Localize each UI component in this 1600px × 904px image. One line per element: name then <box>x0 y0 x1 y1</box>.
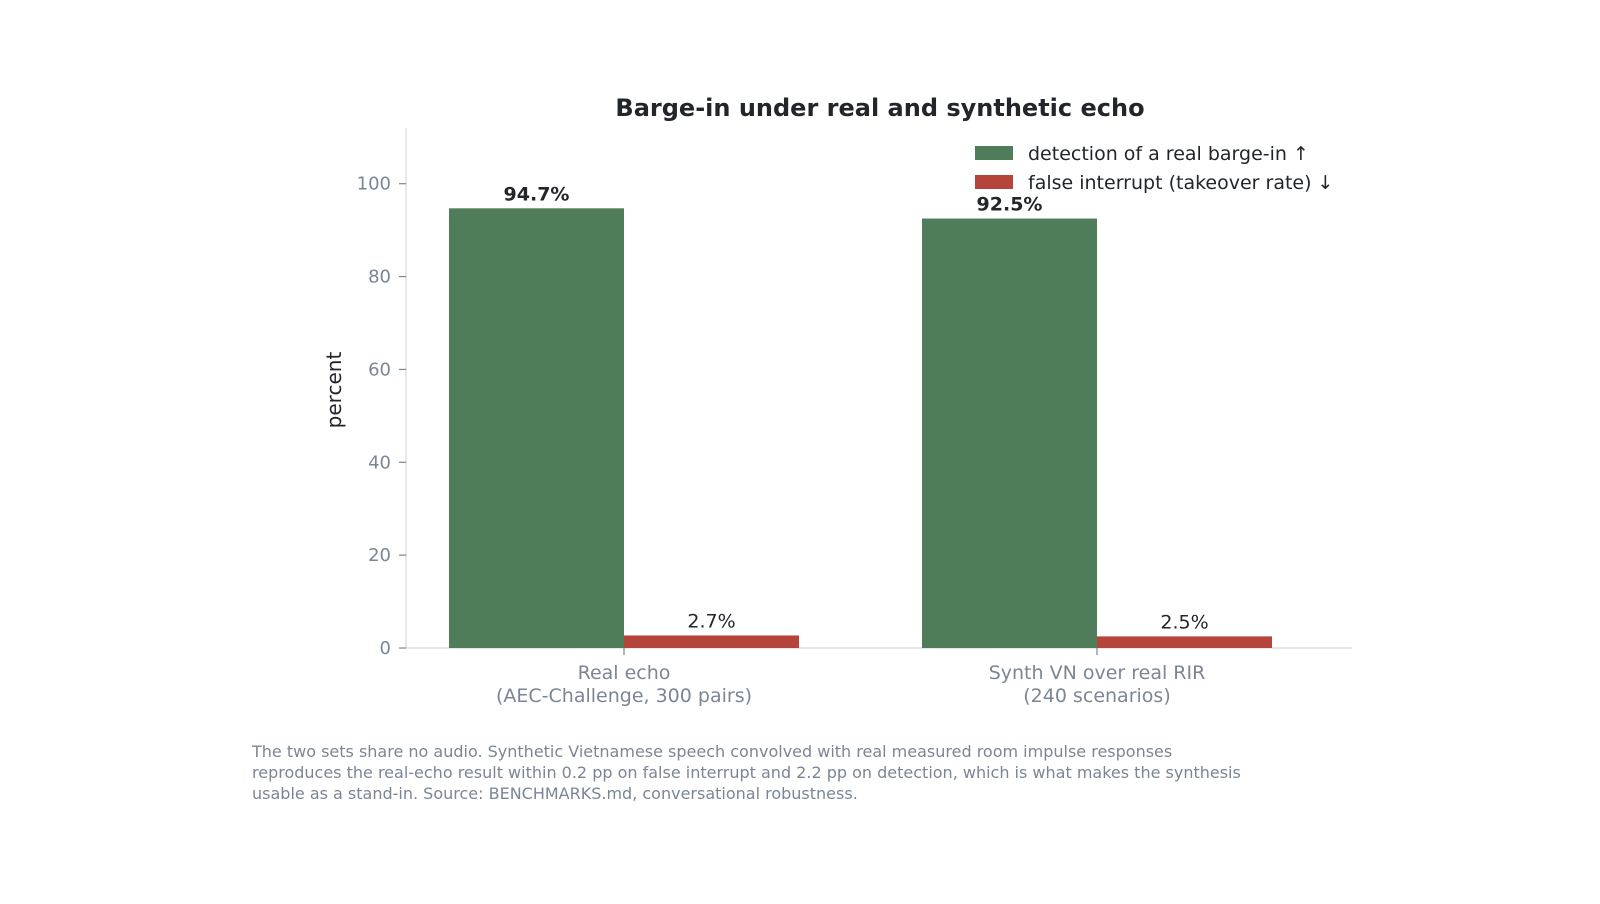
y-axis-label: percent <box>322 352 346 429</box>
bar <box>922 218 1097 649</box>
x-tick-label: (240 scenarios) <box>1023 685 1170 707</box>
bar <box>1097 636 1272 648</box>
bar-value-label: 92.5% <box>977 194 1043 216</box>
bars <box>449 208 1272 649</box>
y-tick-label: 100 <box>357 174 391 195</box>
x-tick-label: (AEC-Challenge, 300 pairs) <box>496 685 752 707</box>
chart-caption: The two sets share no audio. Synthetic V… <box>252 742 1241 803</box>
bar <box>624 635 799 648</box>
y-ticks: 0 20 40 60 80 100 <box>357 174 406 659</box>
chart-title: Barge-in under real and synthetic echo <box>615 94 1144 122</box>
bar-value-label: 94.7% <box>504 183 570 205</box>
legend-label: false interrupt (takeover rate) ↓ <box>1028 172 1333 194</box>
y-tick-label: 0 <box>380 638 391 659</box>
y-tick-label: 80 <box>368 267 391 288</box>
x-tick-label: Synth VN over real RIR <box>989 662 1206 684</box>
legend-label: detection of a real barge-in ↑ <box>1028 143 1309 165</box>
y-tick-label: 20 <box>368 545 391 566</box>
bar-value-label: 2.7% <box>687 610 735 632</box>
legend-swatch <box>975 175 1013 189</box>
x-tick-label: Real echo <box>578 662 671 684</box>
bar <box>449 208 624 649</box>
y-tick-label: 60 <box>368 359 391 380</box>
x-ticks: Real echo(AEC-Challenge, 300 pairs) Synth… <box>496 648 1205 707</box>
legend-swatch <box>975 146 1013 160</box>
bar-value-label: 2.5% <box>1160 611 1208 633</box>
bar-labels: 94.7% 2.7% 92.5% 2.5% <box>504 183 1209 633</box>
legend: detection of a real barge-in ↑ false inte… <box>975 143 1333 194</box>
y-tick-label: 40 <box>368 452 391 473</box>
